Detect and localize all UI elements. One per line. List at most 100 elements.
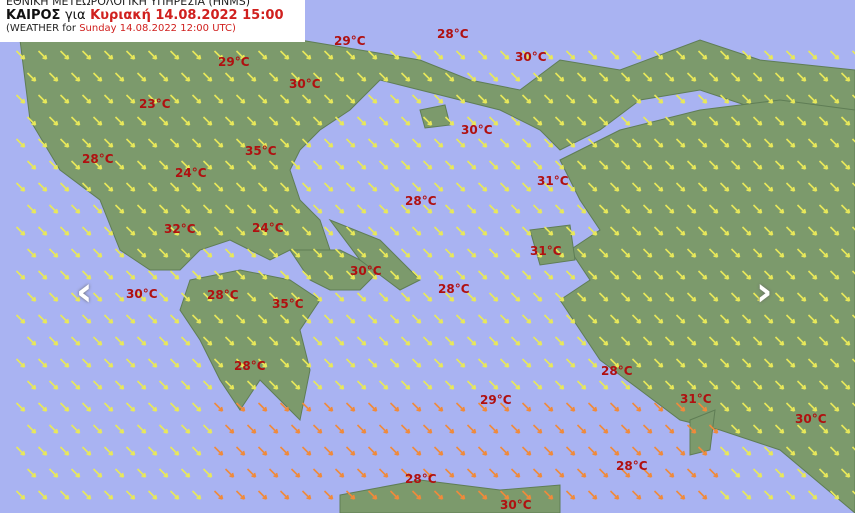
wind-arrow — [477, 94, 488, 104]
wind-arrow — [565, 402, 576, 412]
wind-arrow — [521, 314, 532, 324]
wind-arrow — [125, 138, 136, 148]
wind-arrow — [466, 116, 477, 126]
wind-arrow — [15, 358, 26, 368]
wind-arrow — [114, 72, 125, 82]
wind-arrow — [180, 424, 191, 434]
wind-arrow — [719, 138, 730, 148]
wind-arrow — [554, 468, 565, 478]
wind-arrow — [664, 468, 675, 478]
wind-arrow — [213, 446, 224, 456]
wind-arrow — [422, 72, 433, 82]
wind-arrow — [829, 402, 840, 412]
wind-arrow — [268, 204, 279, 214]
wind-arrow — [334, 204, 345, 214]
wind-arrow — [169, 490, 180, 500]
wind-arrow — [136, 292, 147, 302]
wind-arrow — [829, 358, 840, 368]
wind-arrow — [345, 138, 356, 148]
wind-arrow — [81, 138, 92, 148]
wind-arrow — [774, 72, 785, 82]
wind-arrow — [686, 380, 697, 390]
wind-arrow — [686, 424, 697, 434]
wind-arrow — [587, 446, 598, 456]
wind-arrow — [422, 292, 433, 302]
wind-arrow — [411, 490, 422, 500]
wind-arrow — [92, 424, 103, 434]
wind-arrow — [708, 160, 719, 170]
wind-arrow — [246, 292, 257, 302]
wind-arrow — [81, 358, 92, 368]
wind-arrow — [818, 336, 829, 346]
wind-arrow — [235, 314, 246, 324]
temperature-label: 35°C — [272, 297, 304, 311]
wind-arrow — [620, 248, 631, 258]
wind-arrow — [686, 204, 697, 214]
wind-arrow — [114, 204, 125, 214]
wind-arrow — [609, 314, 620, 324]
wind-arrow — [576, 248, 587, 258]
wind-arrow — [59, 94, 70, 104]
wind-arrow — [719, 94, 730, 104]
wind-arrow — [576, 204, 587, 214]
wind-arrow — [169, 402, 180, 412]
wind-arrow — [26, 72, 37, 82]
wind-arrow — [499, 182, 510, 192]
wind-arrow — [631, 446, 642, 456]
wind-arrow — [499, 446, 510, 456]
wind-arrow — [37, 270, 48, 280]
wind-arrow — [774, 468, 785, 478]
wind-arrow — [587, 402, 598, 412]
wind-arrow — [455, 402, 466, 412]
wind-arrow — [829, 490, 840, 500]
wind-arrow — [246, 160, 257, 170]
wind-arrow — [686, 116, 697, 126]
wind-arrow — [466, 204, 477, 214]
wind-arrow — [763, 314, 774, 324]
wind-arrow — [642, 160, 653, 170]
wind-arrow — [136, 248, 147, 258]
wind-arrow — [510, 72, 521, 82]
wind-arrow — [554, 160, 565, 170]
temperature-label: 29°C — [480, 393, 512, 407]
wind-arrow — [15, 182, 26, 192]
chevron-right-icon[interactable]: › — [756, 269, 773, 315]
wind-arrow — [741, 50, 752, 60]
wind-arrow — [59, 50, 70, 60]
wind-arrow — [169, 358, 180, 368]
wind-arrow — [356, 380, 367, 390]
wind-arrow — [818, 292, 829, 302]
wind-arrow — [631, 50, 642, 60]
wind-arrow — [653, 270, 664, 280]
wind-arrow — [576, 424, 587, 434]
wind-arrow — [323, 358, 334, 368]
wind-arrow — [378, 72, 389, 82]
wind-arrow — [807, 226, 818, 236]
wind-arrow — [224, 204, 235, 214]
wind-arrow — [609, 490, 620, 500]
wind-arrow — [268, 292, 279, 302]
wind-arrow — [411, 314, 422, 324]
wind-arrow — [400, 248, 411, 258]
wind-arrow — [730, 468, 741, 478]
wind-arrow — [356, 336, 367, 346]
wind-arrow — [466, 248, 477, 258]
wind-arrow — [840, 468, 851, 478]
wind-arrow — [114, 424, 125, 434]
wind-arrow — [323, 94, 334, 104]
wind-arrow — [81, 314, 92, 324]
wind-arrow — [312, 380, 323, 390]
wind-arrow — [356, 424, 367, 434]
wind-arrow — [136, 204, 147, 214]
chevron-left-icon[interactable]: ‹ — [76, 269, 93, 315]
wind-arrow — [92, 336, 103, 346]
wind-arrow — [246, 336, 257, 346]
wind-arrow — [818, 160, 829, 170]
wind-arrow — [477, 314, 488, 324]
wind-arrow — [532, 468, 543, 478]
wind-arrow — [730, 116, 741, 126]
wind-arrow — [345, 490, 356, 500]
temperature-label: 29°C — [218, 55, 250, 69]
wind-arrow — [829, 270, 840, 280]
wind-arrow — [543, 402, 554, 412]
